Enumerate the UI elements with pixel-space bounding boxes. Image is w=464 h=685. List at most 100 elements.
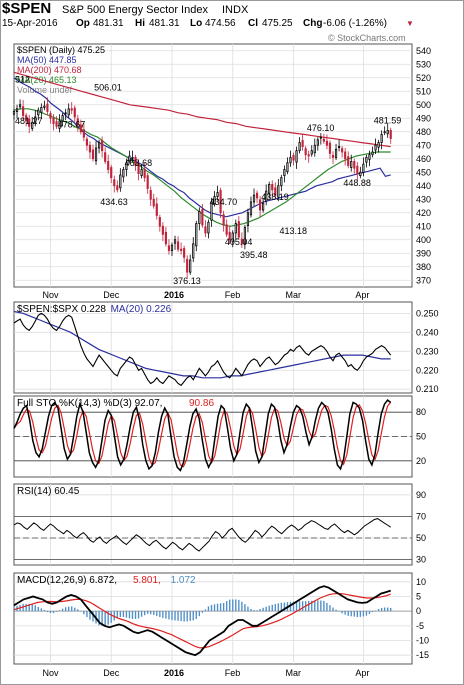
- candle-body: [82, 129, 85, 138]
- candle-body: [386, 129, 389, 135]
- candle-body: [22, 106, 25, 116]
- macd-hist-bar: [244, 604, 246, 612]
- macd-hist-bar: [34, 605, 36, 612]
- candle-body: [219, 190, 222, 214]
- index-name: S&P 500 Energy Sector Index: [62, 4, 208, 16]
- macd-hist-bar: [289, 601, 292, 612]
- candle-body: [79, 124, 82, 133]
- candle-body: [368, 154, 371, 160]
- macd-hist-bar: [274, 604, 276, 612]
- macd-hist-bar: [359, 611, 362, 617]
- candle-body: [12, 111, 16, 115]
- candle-body: [91, 149, 95, 160]
- candle-body: [237, 221, 240, 238]
- candle-body: [371, 151, 374, 156]
- legend-entry: 90.86: [189, 398, 214, 409]
- candle-body: [58, 120, 61, 129]
- candle-body: [61, 115, 64, 122]
- y-tick-label: 410: [416, 221, 431, 231]
- panel-frame: [13, 572, 413, 665]
- macd-hist-bar: [207, 606, 210, 612]
- macd-hist-bar: [43, 610, 46, 612]
- candle-body: [243, 227, 246, 245]
- candle-body: [328, 142, 332, 154]
- macd-hist-bar: [180, 611, 182, 622]
- macd-hist-bar: [232, 599, 234, 612]
- panel-frame: [13, 301, 413, 394]
- macd-hist-bar: [247, 606, 249, 612]
- panel-1: 0.210 0.220 0.230 0.240 0.250 $SPEN:$SPX 0.22…: [13, 301, 439, 394]
- macd-hist-bar: [213, 604, 216, 612]
- candle-body: [380, 134, 383, 143]
- close-label: Cl: [248, 18, 258, 29]
- y-tick-label: 0.240: [416, 327, 439, 337]
- candle-body: [304, 148, 307, 156]
- y-tick-label: 500: [416, 100, 431, 110]
- y-tick-label: 70: [416, 511, 426, 521]
- price-annotation: 463.68: [125, 158, 153, 168]
- price-annotation: 438.19: [261, 192, 289, 202]
- macd-hist-bar: [119, 611, 122, 618]
- macd-line: [13, 585, 391, 657]
- macd-hist-bar: [186, 611, 188, 622]
- candle-body: [195, 223, 198, 247]
- macd-hist-bar: [101, 611, 103, 626]
- candle-body: [225, 224, 228, 235]
- macd-hist-bar: [83, 611, 85, 615]
- candle-body: [353, 161, 356, 169]
- y-tick-label: 460: [416, 154, 431, 164]
- candle-body: [31, 121, 34, 129]
- macd-hist-bar: [71, 606, 73, 612]
- legend-entry: Full STO %K(14,3) %D(3) 92.07,: [17, 398, 162, 409]
- watermark: © StockCharts.com: [328, 33, 406, 43]
- candle-body: [49, 113, 52, 119]
- macd-hist-bar: [259, 609, 261, 612]
- candle-body: [201, 208, 204, 226]
- y-tick-label: 0: [416, 606, 421, 616]
- macd-hist-bar: [174, 611, 176, 621]
- candle-body: [319, 136, 322, 139]
- ma200-line: [13, 71, 391, 148]
- macd-hist-bar: [216, 603, 219, 612]
- candle-body: [265, 190, 268, 202]
- price-annotation: 512: [15, 75, 30, 85]
- macd-hist-bar: [86, 611, 88, 618]
- ratio-ma20-line: [13, 310, 391, 379]
- macd-hist-bar: [116, 611, 118, 619]
- macd-hist-bar: [89, 611, 91, 620]
- macd-hist-bar: [320, 600, 322, 612]
- candle-body: [207, 221, 210, 234]
- macd-hist-bar: [13, 606, 15, 612]
- candle-body: [140, 169, 143, 177]
- candle-body: [231, 232, 234, 243]
- candle-body: [70, 108, 73, 111]
- macd-hist-bar: [323, 600, 325, 612]
- panel-frame: [13, 43, 413, 288]
- candle-body: [259, 199, 262, 211]
- candle-body: [128, 155, 131, 162]
- candle-body: [307, 154, 310, 157]
- macd-hist-bar: [177, 611, 179, 621]
- candle-body: [213, 196, 216, 205]
- open-label: Op: [76, 18, 90, 29]
- y-tick-label: 440: [416, 181, 431, 191]
- price-annotation: 481.59: [374, 116, 402, 126]
- y-tick-label: 50: [416, 533, 426, 543]
- price-annotation: 481.27: [15, 116, 43, 126]
- low-value: 474.56: [205, 18, 236, 29]
- price-annotation: 478.67: [58, 120, 86, 130]
- candle-body: [240, 238, 243, 245]
- candle-body: [204, 226, 207, 234]
- candle-body: [113, 179, 116, 187]
- y-tick-label: 90: [416, 490, 426, 500]
- macd-hist-bar: [356, 611, 358, 618]
- macd-hist-bar: [225, 601, 228, 612]
- macd-hist-bar: [153, 611, 155, 615]
- macd-hist-bar: [80, 611, 82, 612]
- candle-body: [73, 107, 76, 118]
- macd-hist-bar: [55, 611, 58, 612]
- macd-hist-bar: [283, 602, 286, 612]
- rsi-line: [13, 518, 391, 552]
- candle-body: [389, 129, 392, 139]
- candle-body: [365, 156, 368, 163]
